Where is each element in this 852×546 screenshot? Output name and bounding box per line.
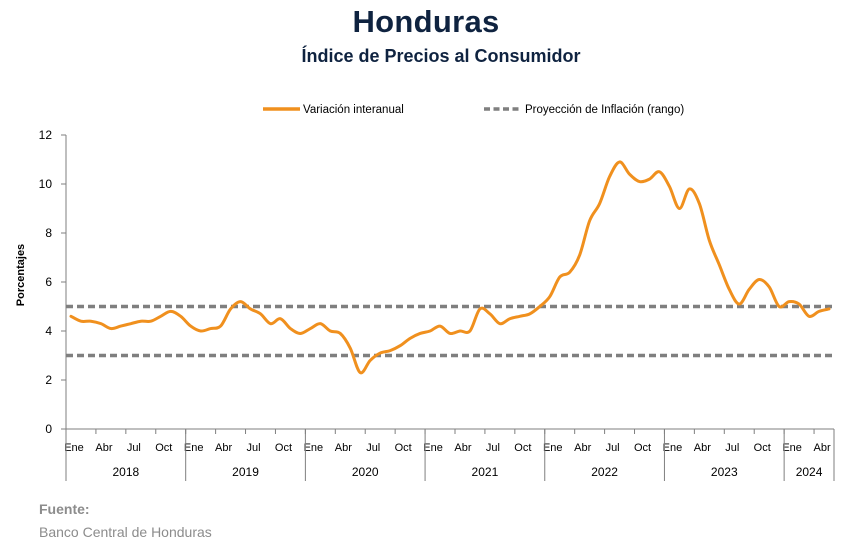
y-tick-label: 0	[45, 422, 52, 436]
x-tick-label: Jul	[486, 442, 500, 454]
series-line-variacion-interanual	[69, 160, 831, 375]
x-tick-label: Oct	[395, 442, 412, 454]
x-year-label: 2020	[352, 465, 379, 479]
chart-title: Honduras	[352, 4, 500, 39]
x-tick-label: Jul	[725, 442, 739, 454]
x-tick-label: Jul	[247, 442, 261, 454]
x-year-label: 2022	[591, 465, 618, 479]
x-year-label: 2024	[796, 465, 823, 479]
x-tick-label: Jul	[366, 442, 380, 454]
x-tick-label: Ene	[543, 442, 563, 454]
x-tick-label: Oct	[754, 442, 771, 454]
x-tick-label: Oct	[634, 442, 651, 454]
x-tick-label: Ene	[663, 442, 683, 454]
x-year-label: 2019	[232, 465, 259, 479]
x-tick-label: Abr	[454, 442, 471, 454]
chart-subtitle: Índice de Precios al Consumidor	[301, 46, 581, 66]
x-tick-label: Abr	[335, 442, 352, 454]
y-tick-label: 10	[39, 177, 53, 191]
legend-label-proyeccion: Proyección de Inflación (rango)	[525, 104, 684, 116]
x-tick-label: Oct	[155, 442, 172, 454]
legend-label-variacion: Variación interanual	[303, 104, 404, 116]
chart-axes: 0 2 4 6 8 10 12 Ene Abr Jul Oct Ene Abr Jul Oct Ene Abr J…	[39, 128, 835, 481]
x-tick-label: Ene	[423, 442, 443, 454]
x-tick-label: Ene	[184, 442, 204, 454]
source-label: Fuente:	[39, 501, 90, 517]
x-tick-label: Abr	[215, 442, 232, 454]
x-tick-label: Jul	[606, 442, 620, 454]
x-tick-label: Abr	[694, 442, 711, 454]
y-tick-label: 8	[45, 226, 52, 240]
x-tick-label: Abr	[574, 442, 591, 454]
chart-legend: Variación interanual Proyección de Infla…	[263, 104, 684, 116]
chart-marks	[66, 160, 834, 375]
y-tick-label: 2	[45, 373, 52, 387]
y-tick-label: 6	[45, 275, 52, 289]
x-tick-label: Jul	[127, 442, 141, 454]
x-tick-label: Ene	[64, 442, 84, 454]
source-value: Banco Central de Honduras	[39, 524, 212, 540]
x-year-label: 2021	[472, 465, 499, 479]
x-year-label: 2023	[711, 465, 738, 479]
y-tick-label: 4	[45, 324, 52, 338]
x-tick-label: Ene	[304, 442, 324, 454]
y-axis-label: Porcentajes	[15, 244, 27, 306]
y-tick-label: 12	[39, 128, 53, 142]
x-tick-label: Oct	[514, 442, 531, 454]
x-year-label: 2018	[112, 465, 139, 479]
x-tick-label: Oct	[275, 442, 292, 454]
x-tick-label: Abr	[813, 442, 830, 454]
x-tick-label: Ene	[782, 442, 802, 454]
x-tick-label: Abr	[95, 442, 112, 454]
